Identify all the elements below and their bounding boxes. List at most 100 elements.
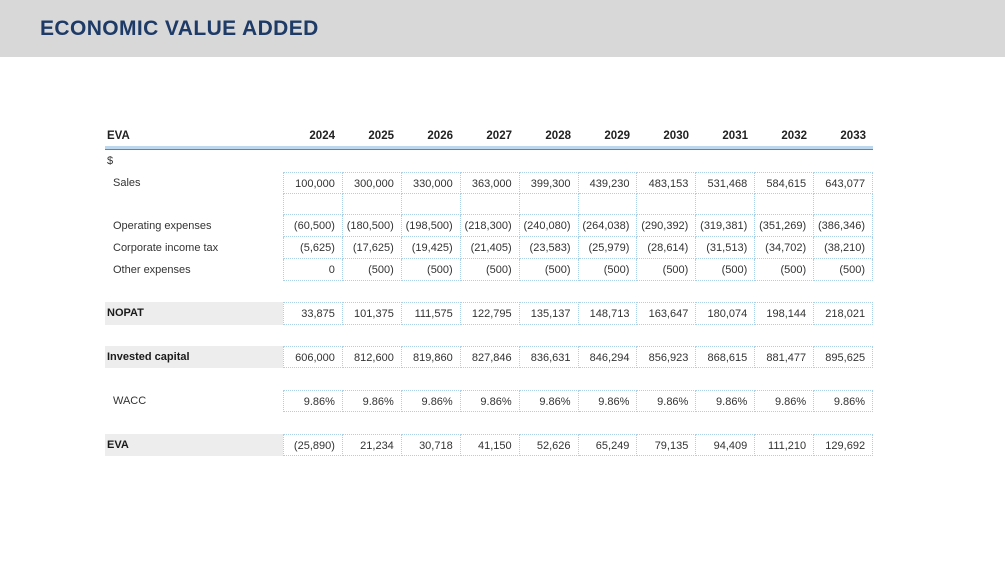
cell[interactable]: 180,074	[696, 302, 756, 325]
cell[interactable]: 21,234	[342, 434, 402, 456]
cell[interactable]: 819,860	[401, 346, 461, 368]
empty-cell[interactable]	[519, 194, 579, 215]
year-header-cell[interactable]: 2029	[604, 130, 630, 142]
empty-cell[interactable]	[637, 194, 697, 215]
corner-label[interactable]: EVA	[107, 130, 130, 142]
cell[interactable]: 65,249	[578, 434, 638, 456]
row-label-eva[interactable]: EVA	[105, 434, 283, 456]
cell[interactable]: 9.86%	[755, 390, 815, 412]
cell[interactable]: 895,625	[814, 346, 874, 368]
cell[interactable]: (500)	[814, 259, 874, 281]
cell[interactable]: 9.86%	[342, 390, 402, 412]
cell[interactable]: (500)	[519, 259, 579, 281]
cell[interactable]: 79,135	[637, 434, 697, 456]
cell[interactable]: (386,346)	[814, 215, 874, 237]
empty-cell[interactable]	[755, 194, 815, 215]
cell[interactable]: (5,625)	[284, 237, 343, 259]
cell[interactable]: 122,795	[460, 302, 520, 325]
cell[interactable]: 111,210	[755, 434, 815, 456]
cell[interactable]: 94,409	[696, 434, 756, 456]
cell[interactable]: 9.86%	[284, 390, 343, 412]
year-header-cell[interactable]: 2032	[781, 130, 807, 142]
cell[interactable]: (34,702)	[755, 237, 815, 259]
cell[interactable]: 101,375	[342, 302, 402, 325]
cell[interactable]: 129,692	[814, 434, 874, 456]
cell[interactable]: (198,500)	[401, 215, 461, 237]
cell[interactable]: (31,513)	[696, 237, 756, 259]
cell[interactable]: 9.86%	[519, 390, 579, 412]
empty-cell[interactable]	[342, 194, 402, 215]
year-header-cell[interactable]: 2026	[427, 130, 453, 142]
cell[interactable]: (240,080)	[519, 215, 579, 237]
cell[interactable]: (351,269)	[755, 215, 815, 237]
cell[interactable]: (180,500)	[342, 215, 402, 237]
cell[interactable]: (290,392)	[637, 215, 697, 237]
empty-cell[interactable]	[460, 194, 520, 215]
year-header-cell[interactable]: 2033	[840, 130, 866, 142]
unit-label[interactable]: $	[107, 155, 114, 167]
cell[interactable]: (25,979)	[578, 237, 638, 259]
cell[interactable]: 41,150	[460, 434, 520, 456]
year-header-cell[interactable]: 2031	[722, 130, 748, 142]
cell[interactable]: (25,890)	[284, 434, 343, 456]
cell[interactable]: 643,077	[814, 172, 874, 194]
cell[interactable]: 30,718	[401, 434, 461, 456]
cell[interactable]: (500)	[637, 259, 697, 281]
cell[interactable]: (38,210)	[814, 237, 874, 259]
cell[interactable]: (218,300)	[460, 215, 520, 237]
cell[interactable]: 846,294	[578, 346, 638, 368]
empty-cell[interactable]	[578, 194, 638, 215]
cell[interactable]: (21,405)	[460, 237, 520, 259]
cell[interactable]: (19,425)	[401, 237, 461, 259]
cell[interactable]: 111,575	[401, 302, 461, 325]
cell[interactable]: (500)	[401, 259, 461, 281]
row-label-other-expenses[interactable]: Other expenses	[113, 264, 191, 276]
cell[interactable]: 531,468	[696, 172, 756, 194]
cell[interactable]: (500)	[578, 259, 638, 281]
cell[interactable]: 827,846	[460, 346, 520, 368]
year-header-cell[interactable]: 2025	[368, 130, 394, 142]
year-header-cell[interactable]: 2030	[663, 130, 689, 142]
cell[interactable]: 135,137	[519, 302, 579, 325]
row-label-nopat[interactable]: NOPAT	[105, 302, 283, 325]
cell[interactable]: 812,600	[342, 346, 402, 368]
cell[interactable]: (264,038)	[578, 215, 638, 237]
cell[interactable]: (60,500)	[284, 215, 343, 237]
cell[interactable]: 363,000	[460, 172, 520, 194]
cell[interactable]: 0	[284, 259, 343, 281]
empty-cell[interactable]	[284, 194, 343, 215]
cell[interactable]: 868,615	[696, 346, 756, 368]
cell[interactable]: 52,626	[519, 434, 579, 456]
cell[interactable]: 9.86%	[460, 390, 520, 412]
cell[interactable]: (23,583)	[519, 237, 579, 259]
empty-cell[interactable]	[696, 194, 756, 215]
cell[interactable]: 9.86%	[814, 390, 874, 412]
year-header-cell[interactable]: 2024	[309, 130, 335, 142]
cell[interactable]: 584,615	[755, 172, 815, 194]
cell[interactable]: 399,300	[519, 172, 579, 194]
empty-cell[interactable]	[401, 194, 461, 215]
row-label-sales[interactable]: Sales	[113, 177, 141, 189]
cell[interactable]: 483,153	[637, 172, 697, 194]
cell[interactable]: 606,000	[284, 346, 343, 368]
cell[interactable]: (319,381)	[696, 215, 756, 237]
cell[interactable]: 9.86%	[401, 390, 461, 412]
cell[interactable]: 881,477	[755, 346, 815, 368]
cell[interactable]: 218,021	[814, 302, 874, 325]
cell[interactable]: 9.86%	[578, 390, 638, 412]
cell[interactable]: 148,713	[578, 302, 638, 325]
cell[interactable]: 100,000	[284, 172, 343, 194]
row-label-corporate-income-tax[interactable]: Corporate income tax	[113, 242, 219, 254]
cell[interactable]: (28,614)	[637, 237, 697, 259]
cell[interactable]: (500)	[755, 259, 815, 281]
cell[interactable]: (17,625)	[342, 237, 402, 259]
year-header-cell[interactable]: 2028	[545, 130, 571, 142]
cell[interactable]: (500)	[342, 259, 402, 281]
row-label-operating-expenses[interactable]: Operating expenses	[113, 220, 212, 232]
empty-cell[interactable]	[814, 194, 874, 215]
cell[interactable]: 439,230	[578, 172, 638, 194]
row-label-wacc[interactable]: WACC	[113, 395, 147, 407]
cell[interactable]: 856,923	[637, 346, 697, 368]
cell[interactable]: 836,631	[519, 346, 579, 368]
cell[interactable]: 330,000	[401, 172, 461, 194]
